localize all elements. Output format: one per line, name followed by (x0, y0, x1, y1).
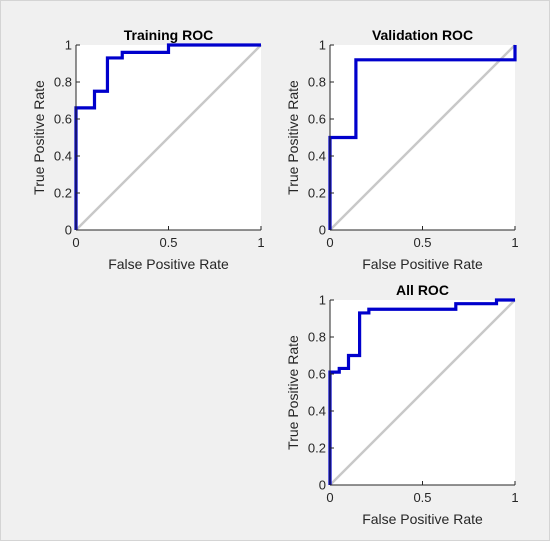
x-tick-label: 0 (326, 490, 333, 505)
x-tick-label: 1 (511, 235, 518, 250)
x-axis-label: False Positive Rate (362, 511, 483, 527)
x-tick-label: 1 (257, 235, 264, 250)
y-tick-label: 0.8 (54, 75, 72, 90)
diagonal-reference-line (329, 44, 516, 231)
y-tick-label: 0.6 (54, 112, 72, 127)
y-tick-label: 0 (319, 223, 326, 238)
roc-curve-line (74, 43, 261, 230)
roc-curve-line (328, 298, 515, 485)
y-tick-label: 1 (65, 38, 72, 53)
y-tick-label: 0 (65, 223, 72, 238)
x-axis-label: False Positive Rate (108, 256, 229, 272)
roc-panel-all: 0 0.5 1 0 0.2 0.4 0.6 0.8 1 All ROC False Positive… (285, 282, 519, 527)
y-tick-label: 0.8 (308, 75, 326, 90)
x-tick-label: 0.5 (413, 490, 431, 505)
x-tick-label: 0 (72, 235, 79, 250)
y-tick-label: 0.6 (308, 367, 326, 382)
panel-title: All ROC (396, 282, 449, 298)
y-tick-label: 0.4 (54, 149, 72, 164)
y-tick-label: 0.2 (54, 186, 72, 201)
y-tick-label: 0.8 (308, 330, 326, 345)
diagonal-reference-line (75, 44, 262, 231)
roc-panel-validation: 0 0.5 1 0 0.2 0.4 0.6 0.8 1 Validation ROC False P… (285, 27, 519, 272)
y-tick-label: 0 (319, 478, 326, 493)
roc-panel-training: 0 0.5 1 0 0.2 0.4 0.6 0.8 1 Training ROC False Pos… (31, 27, 265, 272)
panel-title: Training ROC (124, 27, 213, 43)
y-axis-label: True Positive Rate (31, 80, 47, 195)
x-tick-label: 1 (511, 490, 518, 505)
y-axis-label: True Positive Rate (285, 335, 301, 450)
y-tick-label: 1 (319, 38, 326, 53)
x-tick-label: 0.5 (159, 235, 177, 250)
y-tick-label: 0.2 (308, 441, 326, 456)
diagonal-reference-line (329, 299, 516, 486)
y-tick-label: 0.2 (308, 186, 326, 201)
y-tick-label: 0.6 (308, 112, 326, 127)
x-tick-label: 0.5 (413, 235, 431, 250)
y-axis-label: True Positive Rate (285, 80, 301, 195)
y-tick-label: 0.4 (308, 149, 326, 164)
panel-title: Validation ROC (372, 27, 473, 43)
x-tick-label: 0 (326, 235, 333, 250)
y-tick-label: 0.4 (308, 404, 326, 419)
x-axis-label: False Positive Rate (362, 256, 483, 272)
y-tick-label: 1 (319, 293, 326, 308)
